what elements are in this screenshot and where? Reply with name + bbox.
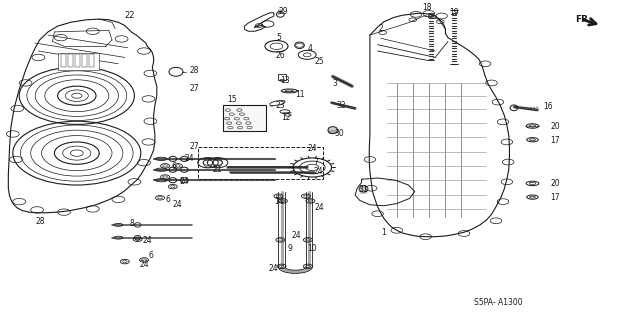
Text: 20: 20 (550, 179, 560, 188)
Text: 16: 16 (543, 102, 552, 111)
Bar (278, 74, 286, 80)
Text: 27: 27 (189, 84, 199, 93)
Text: 24: 24 (314, 167, 323, 176)
Bar (223, 105, 266, 131)
Bar (82, 54, 87, 67)
Text: 22: 22 (125, 11, 135, 20)
Text: 1: 1 (381, 228, 386, 237)
Text: 24: 24 (291, 231, 301, 240)
Text: 21: 21 (212, 165, 222, 174)
Text: 5: 5 (276, 33, 282, 42)
Polygon shape (8, 19, 157, 213)
Text: 24: 24 (173, 200, 182, 209)
Bar (89, 54, 94, 67)
Text: 23: 23 (275, 101, 285, 110)
Text: 15: 15 (227, 95, 237, 104)
Bar (75, 54, 80, 67)
Text: 17: 17 (550, 193, 560, 202)
Text: 6: 6 (148, 251, 154, 260)
Text: 11: 11 (296, 90, 305, 99)
Text: 32: 32 (336, 101, 346, 110)
Polygon shape (369, 13, 509, 237)
Text: 4: 4 (307, 44, 312, 53)
Bar (68, 54, 73, 67)
Text: 7: 7 (314, 158, 319, 167)
Text: FR.: FR. (575, 15, 591, 24)
Text: 24: 24 (184, 154, 194, 163)
Text: 24: 24 (140, 260, 149, 269)
Text: 28: 28 (35, 217, 45, 226)
Text: 28: 28 (189, 66, 199, 75)
Text: 14: 14 (274, 197, 284, 206)
Circle shape (72, 93, 82, 98)
Bar (58, 53, 99, 70)
Bar (61, 54, 66, 67)
Text: 12: 12 (282, 113, 291, 122)
Text: S5PA- A1300: S5PA- A1300 (474, 298, 522, 307)
Text: 24: 24 (307, 144, 317, 153)
Text: 31: 31 (358, 185, 368, 194)
Text: 24: 24 (269, 264, 278, 273)
Text: 3: 3 (333, 79, 338, 88)
Text: 6: 6 (165, 195, 170, 204)
Bar (198, 147, 323, 179)
Text: 26: 26 (275, 51, 285, 60)
Text: 25: 25 (315, 57, 324, 66)
Text: 24: 24 (142, 236, 152, 245)
Text: 24: 24 (179, 177, 189, 186)
Text: 24: 24 (315, 203, 324, 212)
Text: 30: 30 (334, 129, 344, 138)
Text: 20: 20 (550, 122, 560, 130)
Text: 9: 9 (288, 244, 293, 253)
Text: 6: 6 (172, 162, 177, 171)
Text: 19: 19 (449, 8, 459, 17)
Text: 10: 10 (307, 244, 317, 253)
Text: 17: 17 (550, 136, 560, 145)
Text: 8: 8 (129, 219, 134, 228)
Text: 29: 29 (278, 7, 288, 16)
Text: 2: 2 (379, 24, 383, 33)
Text: 13: 13 (280, 76, 290, 85)
Text: 18: 18 (422, 4, 432, 12)
Text: 27: 27 (189, 142, 199, 151)
